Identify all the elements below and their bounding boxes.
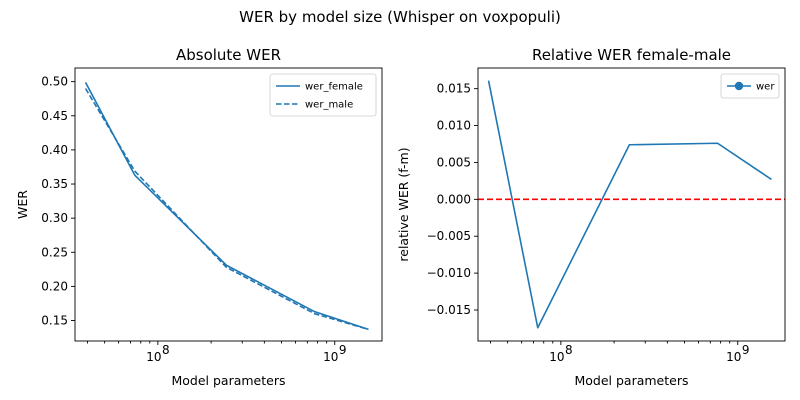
y-tick-label: 0.010 <box>437 119 471 133</box>
x-tick-label: 10 <box>323 350 338 364</box>
y-tick-label: 0.000 <box>437 192 471 206</box>
series-line-wer_female <box>84 81 369 331</box>
x-axis-label: Model parameters <box>171 373 285 388</box>
legend: wer_female wer_male <box>269 73 377 117</box>
x-tick-label: 10 <box>726 350 741 364</box>
y-tick-label: −0.005 <box>427 229 471 243</box>
x-axis-label: Model parameters <box>574 373 688 388</box>
x-tick-exponent: 8 <box>565 343 573 357</box>
y-tick-label: 0.20 <box>41 279 68 293</box>
figure-suptitle: WER by model size (Whisper on voxpopuli) <box>239 8 561 26</box>
y-tick-label: 0.45 <box>41 109 68 123</box>
legend-label-wer_male: wer_male <box>305 100 353 111</box>
chart-title: Relative WER female-male <box>532 46 731 64</box>
x-tick-exponent: 8 <box>162 343 170 357</box>
legend-label-wer_female: wer_female <box>305 82 363 93</box>
chart-panel-1: Absolute WER 0.15 0.20 0.25 0.30 0.35 0.40 0.45… <box>15 46 383 388</box>
y-tick-label: 0.15 <box>41 314 68 328</box>
y-tick-label: 0.30 <box>41 211 68 225</box>
axes-frame <box>74 67 383 342</box>
legend-label-wer: wer <box>756 82 775 93</box>
x-tick-label: 10 <box>146 350 161 364</box>
y-tick-label: 0.35 <box>41 177 68 191</box>
chart-title: Absolute WER <box>176 46 281 64</box>
y-axis-label: relative WER (f-m) <box>396 147 411 261</box>
x-tick-exponent: 9 <box>339 343 347 357</box>
chart-panels: Absolute WER 0.15 0.20 0.25 0.30 0.35 0.40 0.45… <box>15 46 786 388</box>
y-tick-label: 0.50 <box>41 75 68 89</box>
series-line-wer <box>487 80 772 329</box>
legend-box <box>269 73 377 117</box>
y-tick-label: 0.40 <box>41 143 68 157</box>
x-tick-label: 10 <box>549 350 564 364</box>
axes-frame <box>477 67 786 342</box>
y-tick-label: −0.015 <box>427 303 471 317</box>
y-tick-label: 0.015 <box>437 82 471 96</box>
legend-marker-wer <box>734 81 744 91</box>
y-tick-label: 0.005 <box>437 155 471 169</box>
x-tick-exponent: 9 <box>742 343 750 357</box>
series-line-wer_male <box>84 88 369 331</box>
y-axis-label: WER <box>15 190 30 219</box>
legend: wer <box>720 73 780 99</box>
y-tick-label: 0.25 <box>41 245 68 259</box>
chart-panel-2: Relative WER female-male −0.015 −0.010 −0.0… <box>396 46 786 388</box>
y-tick-label: −0.010 <box>427 266 471 280</box>
